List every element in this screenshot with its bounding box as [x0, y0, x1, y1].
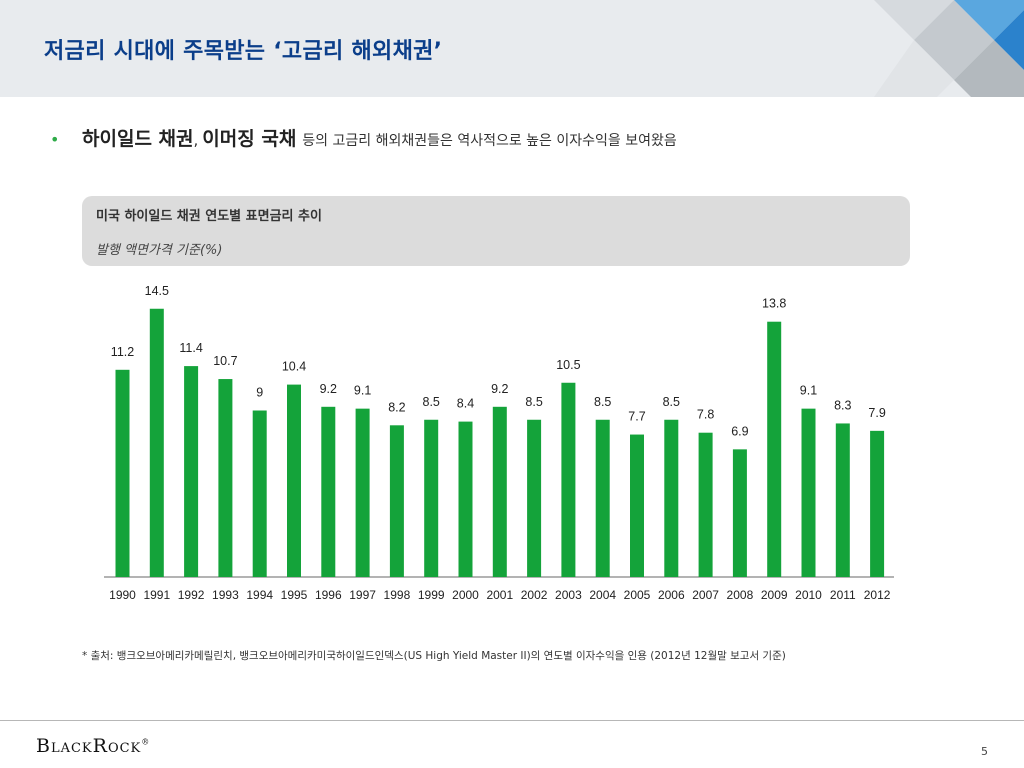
data-label-1998: 8.2: [388, 400, 405, 414]
x-tick-label-1993: 1993: [212, 588, 239, 602]
blackrock-logo: BlackRock®: [36, 735, 150, 757]
x-tick-label-2003: 2003: [555, 588, 582, 602]
data-label-1992: 11.4: [179, 341, 202, 355]
bar-2003: [561, 382, 576, 577]
bar-chart: 11.2 1990 14.5 1991 11.4 1992 10.7 1993 9 1994 10.…: [104, 284, 894, 602]
bullet-icon: •: [50, 130, 60, 149]
data-label-2003: 10.5: [556, 358, 580, 372]
x-tick-label-1996: 1996: [315, 588, 342, 602]
bullet-separator: ,: [193, 131, 199, 149]
x-tick-label-1992: 1992: [178, 588, 205, 602]
x-tick-label-2007: 2007: [692, 588, 719, 602]
data-label-1994: 9: [256, 386, 263, 400]
page-number: 5: [981, 745, 988, 758]
bar-2006: [664, 419, 679, 577]
footer-divider: [0, 720, 1024, 721]
data-label-2002: 8.5: [525, 395, 542, 409]
x-tick-label-1997: 1997: [349, 588, 376, 602]
data-label-2006: 8.5: [663, 395, 680, 409]
x-tick-label-2004: 2004: [589, 588, 616, 602]
data-label-2012: 7.9: [868, 406, 885, 420]
bar-2000: [458, 421, 473, 577]
x-tick-label-2006: 2006: [658, 588, 685, 602]
bar-2001: [492, 406, 507, 577]
x-tick-label-2011: 2011: [830, 588, 856, 602]
bar-1998: [389, 425, 404, 577]
x-tick-label-2000: 2000: [452, 588, 479, 602]
logo-text: BlackRock: [36, 735, 142, 757]
bar-2010: [801, 408, 816, 577]
bar-2011: [835, 423, 850, 577]
data-label-2001: 9.2: [491, 382, 508, 396]
bullet-text: 등의 고금리 해외채권들은 역사적으로 높은 이자수익을 보여왔음: [302, 133, 677, 149]
data-label-1999: 8.5: [423, 395, 440, 409]
x-tick-label-2010: 2010: [795, 588, 822, 602]
chart-subtitle: 발행 액면가격 기준(%): [96, 243, 223, 258]
bar-2009: [767, 321, 782, 577]
chart-caption-box: 미국 하이일드 채권 연도별 표면금리 추이 발행 액면가격 기준(%): [82, 196, 910, 266]
x-tick-label-1999: 1999: [418, 588, 445, 602]
x-tick-label-2008: 2008: [727, 588, 754, 602]
bar-1990: [115, 369, 130, 577]
data-label-1997: 9.1: [354, 384, 371, 398]
x-tick-label-1998: 1998: [384, 588, 411, 602]
x-tick-label-2012: 2012: [864, 588, 891, 602]
x-tick-label-1990: 1990: [109, 588, 136, 602]
bar-2008: [732, 449, 747, 577]
bar-2012: [870, 430, 885, 577]
bar-1995: [287, 384, 301, 577]
x-tick-label-1994: 1994: [246, 588, 273, 602]
bullet-keyword-emerging: 이머징 국채: [202, 128, 297, 150]
slide-title: 저금리 시대에 주목받는 ‘고금리 해외채권’: [44, 39, 443, 64]
bar-2002: [527, 419, 542, 577]
x-tick-label-2009: 2009: [761, 588, 788, 602]
bar-1992: [184, 366, 199, 577]
bar-1996: [321, 406, 336, 577]
data-label-2005: 7.7: [628, 410, 645, 424]
data-label-2007: 7.8: [697, 408, 714, 422]
bar-1991: [149, 308, 164, 577]
bar-1997: [355, 408, 370, 577]
logo-registered-mark: ®: [141, 737, 151, 747]
x-tick-label-2002: 2002: [521, 588, 548, 602]
x-tick-label-2001: 2001: [486, 588, 513, 602]
bar-1999: [424, 419, 439, 577]
footnote: * 출처: 뱅크오브아메리카메릴린치, 뱅크오브아메리카미국하이일드인덱스(US…: [82, 650, 786, 662]
bar-2004: [595, 419, 610, 577]
x-tick-label-1995: 1995: [281, 588, 308, 602]
decorative-graphic: [874, 0, 1024, 97]
bar-2007: [698, 432, 713, 577]
data-label-1995: 10.4: [282, 360, 306, 374]
data-label-2010: 9.1: [800, 384, 817, 398]
data-label-2004: 8.5: [594, 395, 611, 409]
data-label-1991: 14.5: [145, 284, 169, 298]
bullet-keyword-high-yield: 하이일드 채권: [82, 128, 194, 150]
x-tick-label-2005: 2005: [624, 588, 651, 602]
data-label-2000: 8.4: [457, 397, 474, 411]
bar-1994: [252, 410, 267, 577]
data-label-1990: 11.2: [111, 345, 134, 359]
data-label-2011: 8.3: [834, 398, 851, 412]
slide-header: 저금리 시대에 주목받는 ‘고금리 해외채권’: [0, 0, 1024, 97]
data-label-1996: 9.2: [320, 382, 337, 396]
data-label-1993: 10.7: [213, 354, 237, 368]
bar-2005: [630, 434, 644, 577]
bar-1993: [218, 379, 233, 577]
chart-title: 미국 하이일드 채권 연도별 표면금리 추이: [96, 209, 322, 224]
bullet-point: • 하이일드 채권, 이머징 국채 등의 고금리 해외채권들은 역사적으로 높은 이자…: [50, 124, 1010, 151]
x-tick-label-1991: 1991: [143, 588, 170, 602]
data-label-2009: 13.8: [762, 297, 786, 311]
data-label-2008: 6.9: [731, 424, 748, 438]
